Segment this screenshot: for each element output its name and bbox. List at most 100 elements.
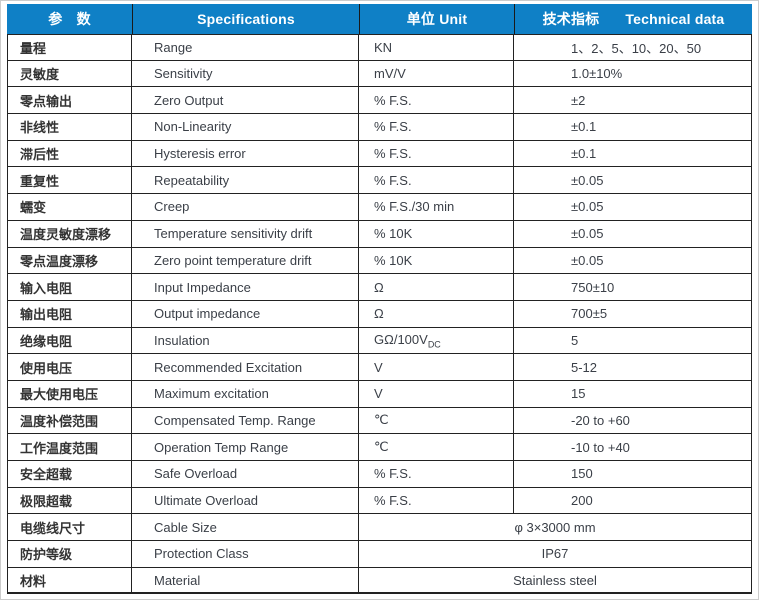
spec-en-cell: Hysteresis error [132, 140, 359, 168]
value-cell: IP67 [359, 541, 752, 568]
spec-en-cell: Input Impedance [132, 274, 359, 301]
spec-table-header: 参 数 Specifications 单位 Unit 技术指标 Technical… [7, 4, 752, 34]
unit-cell: % F.S./30 min [359, 194, 514, 221]
table-row: 输入电阻 Input Impedance Ω 750±10 [7, 274, 752, 301]
param-zh-cell: 量程 [7, 34, 132, 61]
table-row: 电缆线尺寸 Cable Size φ 3×3000 mm [7, 514, 752, 542]
value-cell: 15 [514, 380, 752, 408]
value-cell: ±2 [514, 87, 752, 115]
header-technical-en: Technical data [625, 11, 725, 27]
spec-en-cell: Recommended Excitation [132, 354, 359, 381]
value-cell: 700±5 [514, 300, 752, 328]
param-zh-cell: 工作温度范围 [7, 434, 132, 461]
header-specifications: Specifications [132, 4, 359, 34]
param-zh-cell: 零点温度漂移 [7, 247, 132, 275]
param-zh-cell: 零点输出 [7, 87, 132, 115]
param-zh-cell: 电缆线尺寸 [7, 514, 132, 542]
param-zh-cell: 绝缘电阻 [7, 327, 132, 355]
value-cell: 1、2、5、10、20、50 [514, 34, 752, 61]
table-row: 极限超载 Ultimate Overload% F.S. 200 [7, 487, 752, 515]
param-zh-cell: 灵敏度 [7, 60, 132, 88]
unit-cell: % F.S. [359, 114, 514, 141]
value-cell: 1.0±10% [514, 60, 752, 88]
param-zh-cell: 防护等级 [7, 541, 132, 568]
param-zh-cell: 非线性 [7, 114, 132, 141]
table-row: 工作温度范围 Operation Temp Range ℃ -10 to +40 [7, 434, 752, 461]
spec-en-cell: Zero Output [132, 87, 359, 115]
table-row: 材料 Material Stainless steel [7, 567, 752, 595]
value-cell: ±0.05 [514, 194, 752, 221]
table-row: 温度补偿范围 Compensated Temp. Range ℃ -20 to +60 [7, 407, 752, 435]
unit-cell: GΩ/100VDC [359, 327, 514, 355]
table-row: 零点输出 Zero Output% F.S. ±2 [7, 87, 752, 115]
param-zh-cell: 蠕变 [7, 194, 132, 221]
unit-cell: V [359, 380, 514, 408]
value-cell: 5 [514, 327, 752, 355]
table-row: 灵敏度 Sensitivity mV/V 1.0±10% [7, 60, 752, 88]
value-cell: Stainless steel [359, 567, 752, 595]
spec-en-cell: Maximum excitation [132, 380, 359, 408]
param-zh-cell: 极限超载 [7, 487, 132, 515]
header-row: 参 数 Specifications 单位 Unit 技术指标 Technical… [7, 4, 752, 34]
spec-en-cell: Repeatability [132, 167, 359, 195]
spec-en-cell: Creep [132, 194, 359, 221]
spec-en-cell: Cable Size [132, 514, 359, 542]
table-row: 滞后性 Hysteresis error% F.S. ±0.1 [7, 140, 752, 168]
unit-cell: % 10K [359, 220, 514, 248]
table-row: 输出电阻 Output impedance Ω 700±5 [7, 300, 752, 328]
value-cell: -20 to +60 [514, 407, 752, 435]
value-cell: ±0.05 [514, 220, 752, 248]
table-row: 蠕变 Creep% F.S./30 min ±0.05 [7, 194, 752, 221]
table-row: 重复性 Repeatability% F.S. ±0.05 [7, 167, 752, 195]
spec-en-cell: Material [132, 567, 359, 595]
unit-cell: mV/V [359, 60, 514, 88]
param-zh-cell: 使用电压 [7, 354, 132, 381]
spec-en-cell: Sensitivity [132, 60, 359, 88]
value-cell: φ 3×3000 mm [359, 514, 752, 542]
header-technical-data: 技术指标 Technical data [514, 4, 752, 34]
spec-en-cell: Insulation [132, 327, 359, 355]
unit-cell: % F.S. [359, 487, 514, 515]
unit-cell: ℃ [359, 434, 514, 461]
unit-subscript: DC [427, 339, 441, 350]
param-zh-cell: 重复性 [7, 167, 132, 195]
param-zh-cell: 最大使用电压 [7, 380, 132, 408]
param-zh-cell: 输出电阻 [7, 300, 132, 328]
value-cell: -10 to +40 [514, 434, 752, 461]
unit-cell: V [359, 354, 514, 381]
unit-cell: % 10K [359, 247, 514, 275]
spec-en-cell: Ultimate Overload [132, 487, 359, 515]
table-row: 使用电压 Recommended Excitation V 5-12 [7, 354, 752, 381]
value-cell: ±0.1 [514, 140, 752, 168]
spec-en-cell: Operation Temp Range [132, 434, 359, 461]
spec-table-body: 量程 Range KN 1、2、5、10、20、50 灵敏度 Sensitivity mV/… [7, 34, 752, 595]
spec-en-cell: Non-Linearity [132, 114, 359, 141]
unit-cell: ℃ [359, 407, 514, 435]
table-row: 非线性 Non-Linearity% F.S. ±0.1 [7, 114, 752, 141]
table-row: 零点温度漂移 Zero point temperature drift% 10K ±… [7, 247, 752, 275]
table-row: 量程 Range KN 1、2、5、10、20、50 [7, 34, 752, 61]
spec-en-cell: Temperature sensitivity drift [132, 220, 359, 248]
unit-cell: Ω [359, 274, 514, 301]
value-cell: ±0.05 [514, 167, 752, 195]
unit-cell: % F.S. [359, 140, 514, 168]
param-zh-cell: 温度补偿范围 [7, 407, 132, 435]
unit-cell: % F.S. [359, 87, 514, 115]
table-row: 最大使用电压 Maximum excitation V 15 [7, 380, 752, 408]
param-zh-cell: 材料 [7, 567, 132, 595]
table-row: 绝缘电阻 Insulation GΩ/100VDC 5 [7, 327, 752, 355]
param-zh-cell: 滞后性 [7, 140, 132, 168]
spec-en-cell: Safe Overload [132, 461, 359, 488]
unit-cell: KN [359, 34, 514, 61]
spec-en-cell: Protection Class [132, 541, 359, 568]
unit-cell: % F.S. [359, 167, 514, 195]
spec-en-cell: Range [132, 34, 359, 61]
unit-cell: % F.S. [359, 461, 514, 488]
param-zh-cell: 温度灵敏度漂移 [7, 220, 132, 248]
spec-table: 参 数 Specifications 单位 Unit 技术指标 Technical… [7, 4, 752, 595]
unit-cell: Ω [359, 300, 514, 328]
value-cell: 5-12 [514, 354, 752, 381]
header-technical-zh: 技术指标 [542, 11, 600, 27]
table-row: 防护等级 Protection Class IP67 [7, 541, 752, 568]
param-zh-cell: 输入电阻 [7, 274, 132, 301]
